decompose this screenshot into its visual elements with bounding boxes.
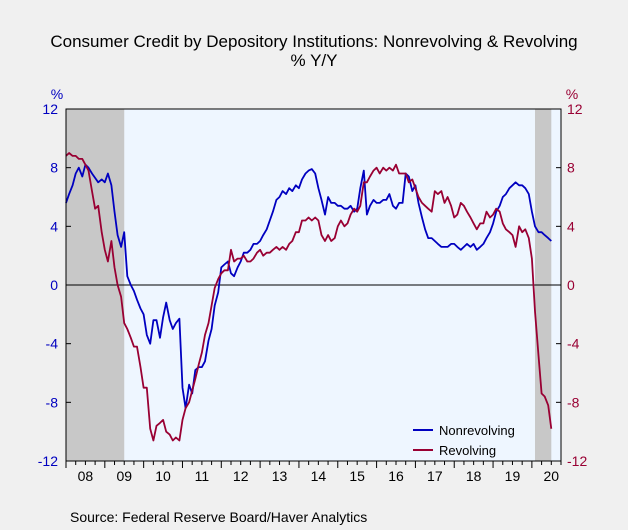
left-axis-tick-label: 4 [50, 218, 58, 234]
x-axis-tick-label: 11 [195, 468, 210, 484]
left-axis-tick-label: -12 [38, 453, 58, 469]
x-axis-tick-label: 17 [427, 468, 443, 484]
left-axis-tick-label: 12 [42, 101, 58, 117]
x-axis-tick-label: 08 [78, 468, 94, 484]
right-axis-tick-label: 8 [567, 160, 575, 176]
x-axis-tick-label: 09 [116, 468, 132, 484]
x-axis-tick-label: 18 [466, 468, 482, 484]
x-axis-tick-label: 14 [311, 468, 327, 484]
right-axis-tick-label: -4 [567, 336, 580, 352]
x-axis-tick-label: 15 [349, 468, 365, 484]
x-axis-tick-label: 12 [233, 468, 249, 484]
right-axis-unit: % [566, 86, 578, 102]
left-axis-tick-label: -8 [46, 394, 59, 410]
legend-label-revolving: Revolving [439, 443, 496, 458]
right-axis-tick-label: -8 [567, 394, 580, 410]
legend: Nonrevolving Revolving [413, 423, 515, 458]
source-note: Source: Federal Reserve Board/Haver Anal… [70, 509, 368, 525]
left-axis-tick-label: 8 [50, 160, 58, 176]
x-axis-tick-label: 19 [505, 468, 521, 484]
x-axis-tick-label: 10 [155, 468, 171, 484]
legend-label-nonrevolving: Nonrevolving [439, 423, 515, 438]
right-axis-tick-label: 4 [567, 218, 575, 234]
left-axis-tick-label: 0 [50, 277, 58, 293]
series-line-revolving [65, 152, 553, 442]
right-axis-tick-label: -12 [567, 453, 587, 469]
left-axis-unit: % [51, 86, 63, 102]
x-axis-tick-label: 20 [544, 468, 560, 484]
chart-title: Consumer Credit by Depository Institutio… [50, 32, 578, 51]
x-axis-tick-label: 13 [272, 468, 288, 484]
right-axis-tick-label: 12 [567, 101, 583, 117]
series-line-nonrevolving [65, 163, 552, 410]
chart-subtitle: % Y/Y [290, 51, 338, 70]
left-axis-tick-label: -4 [46, 336, 59, 352]
right-axis-tick-label: 0 [567, 277, 575, 293]
x-axis-tick-label: 16 [388, 468, 404, 484]
